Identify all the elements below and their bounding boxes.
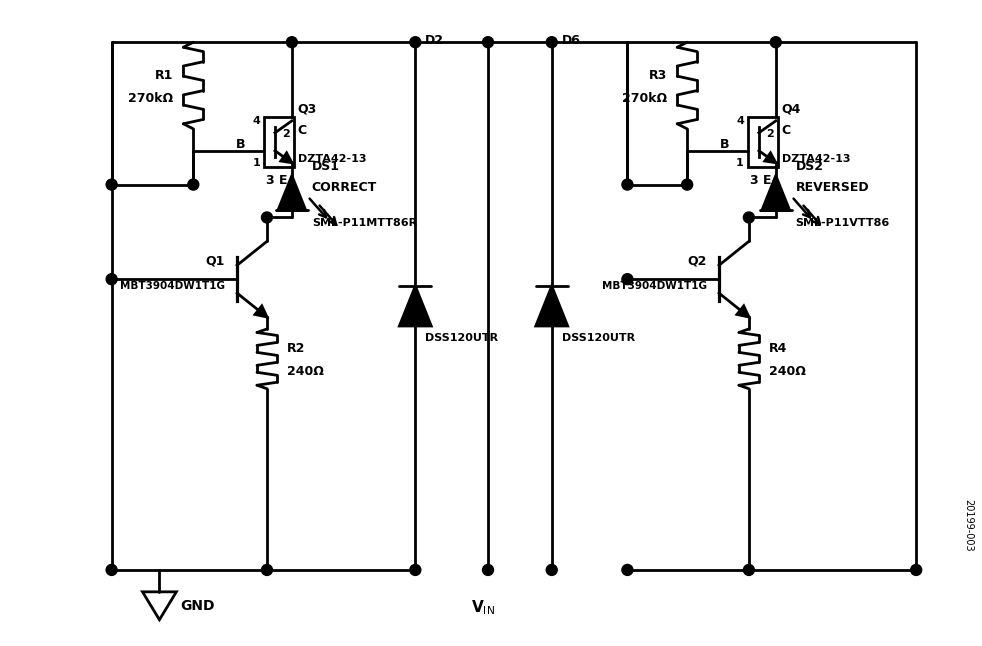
Text: 270kΩ: 270kΩ xyxy=(129,92,174,105)
Circle shape xyxy=(743,565,754,576)
Polygon shape xyxy=(762,176,790,211)
Text: 2: 2 xyxy=(766,129,774,139)
Circle shape xyxy=(910,565,922,576)
Text: 4: 4 xyxy=(252,116,260,126)
Circle shape xyxy=(287,37,298,48)
Polygon shape xyxy=(281,153,292,163)
Circle shape xyxy=(188,179,198,190)
Text: R3: R3 xyxy=(649,69,667,82)
Text: B: B xyxy=(236,138,246,151)
Circle shape xyxy=(106,565,117,576)
Text: R1: R1 xyxy=(155,69,174,82)
Text: 270kΩ: 270kΩ xyxy=(623,92,667,105)
Polygon shape xyxy=(765,153,776,163)
Text: Q3: Q3 xyxy=(298,103,317,116)
Text: 240Ω: 240Ω xyxy=(287,365,324,379)
Text: MBT3904DW1T1G: MBT3904DW1T1G xyxy=(602,281,707,291)
Circle shape xyxy=(482,37,494,48)
Text: 3 E: 3 E xyxy=(750,174,772,187)
Circle shape xyxy=(106,274,117,285)
Text: 240Ω: 240Ω xyxy=(769,365,805,379)
Circle shape xyxy=(106,179,117,190)
Circle shape xyxy=(409,37,421,48)
Polygon shape xyxy=(536,286,568,326)
Text: R2: R2 xyxy=(287,342,305,355)
Text: DSS120UTR: DSS120UTR xyxy=(425,333,499,343)
Text: MBT3904DW1T1G: MBT3904DW1T1G xyxy=(120,281,225,291)
Text: Q2: Q2 xyxy=(687,255,707,267)
Text: DS1: DS1 xyxy=(311,160,340,172)
Text: Q1: Q1 xyxy=(206,255,225,267)
Circle shape xyxy=(482,565,494,576)
Text: D6: D6 xyxy=(562,34,580,47)
Text: CORRECT: CORRECT xyxy=(311,181,377,194)
Circle shape xyxy=(261,565,272,576)
Text: DZTA42-13: DZTA42-13 xyxy=(298,154,366,163)
Circle shape xyxy=(682,179,692,190)
Polygon shape xyxy=(400,286,431,326)
Text: DS2: DS2 xyxy=(795,160,824,172)
Polygon shape xyxy=(736,306,749,317)
Circle shape xyxy=(770,37,782,48)
Text: Q4: Q4 xyxy=(782,103,801,116)
Text: GND: GND xyxy=(181,599,215,613)
Bar xyxy=(748,117,778,167)
Text: V$_{\rm IN}$: V$_{\rm IN}$ xyxy=(471,598,495,616)
Text: 4: 4 xyxy=(736,116,744,126)
Text: D2: D2 xyxy=(425,34,444,47)
Text: B: B xyxy=(720,138,730,151)
Text: DSS120UTR: DSS120UTR xyxy=(562,333,634,343)
Circle shape xyxy=(622,274,632,285)
Circle shape xyxy=(261,212,272,223)
Circle shape xyxy=(743,212,754,223)
Text: SML-P11MTT86R: SML-P11MTT86R xyxy=(311,218,417,229)
Text: 3 E: 3 E xyxy=(266,174,288,187)
Text: 2: 2 xyxy=(282,129,290,139)
Text: C: C xyxy=(298,124,307,137)
Text: C: C xyxy=(782,124,791,137)
Text: DZTA42-13: DZTA42-13 xyxy=(782,154,850,163)
Polygon shape xyxy=(278,176,305,211)
Circle shape xyxy=(546,565,557,576)
Text: 20199-003: 20199-003 xyxy=(963,499,973,552)
Circle shape xyxy=(622,179,632,190)
Circle shape xyxy=(546,37,557,48)
Bar xyxy=(264,117,294,167)
Text: R4: R4 xyxy=(769,342,788,355)
Text: SML-P11VTT86: SML-P11VTT86 xyxy=(795,218,890,229)
Circle shape xyxy=(409,565,421,576)
Circle shape xyxy=(622,565,632,576)
Text: 1: 1 xyxy=(736,158,744,168)
Polygon shape xyxy=(255,306,267,317)
Text: REVERSED: REVERSED xyxy=(795,181,869,194)
Text: 1: 1 xyxy=(252,158,260,168)
